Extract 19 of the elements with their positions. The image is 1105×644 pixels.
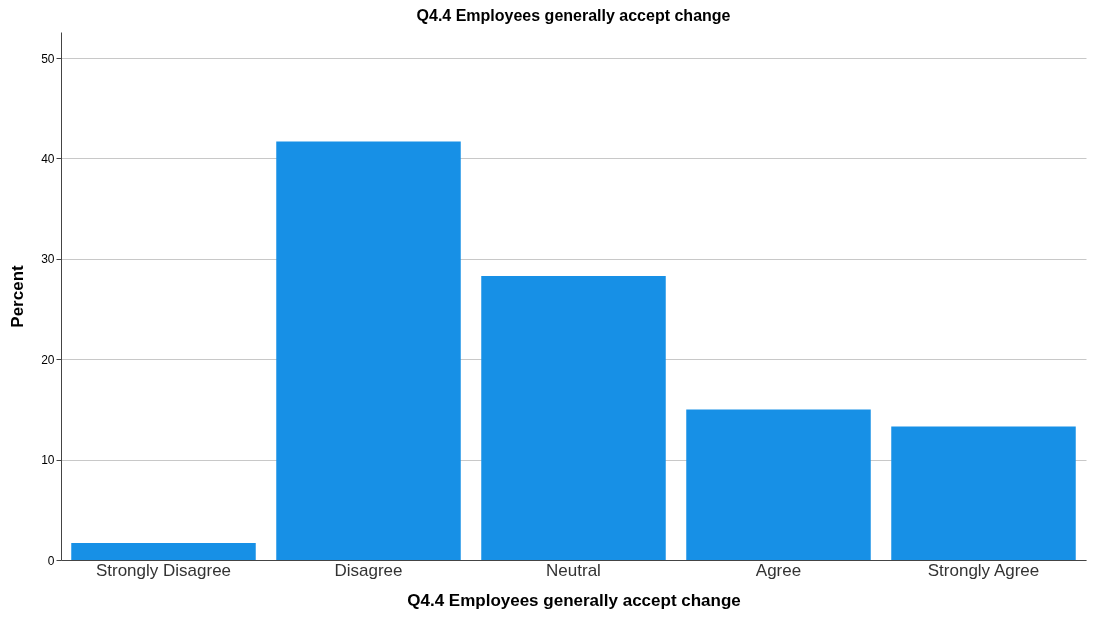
bar [276,141,461,560]
x-tick-label: Agree [755,560,802,580]
bar [71,542,256,560]
y-tick-label: 20 [41,352,55,367]
bar [686,409,871,560]
y-tick-label: 10 [41,453,55,468]
y-tick-label: 40 [41,151,55,166]
x-tick-label: Strongly Agree [927,560,1040,580]
y-axis-title: Percent [8,264,28,328]
y-tick-label: 50 [41,51,55,66]
x-tick-label: Strongly Disagree [95,560,232,580]
y-tick-label: 0 [47,553,55,568]
y-tick-label: 30 [41,252,55,267]
x-tick-label: Disagree [334,560,403,580]
chart-title: Q4.4 Employees generally accept change [416,7,731,24]
x-axis-title: Q4.4 Employees generally accept change [407,590,741,610]
x-tick-label: Neutral [546,560,601,580]
bar [891,426,1076,560]
bar [481,275,666,560]
